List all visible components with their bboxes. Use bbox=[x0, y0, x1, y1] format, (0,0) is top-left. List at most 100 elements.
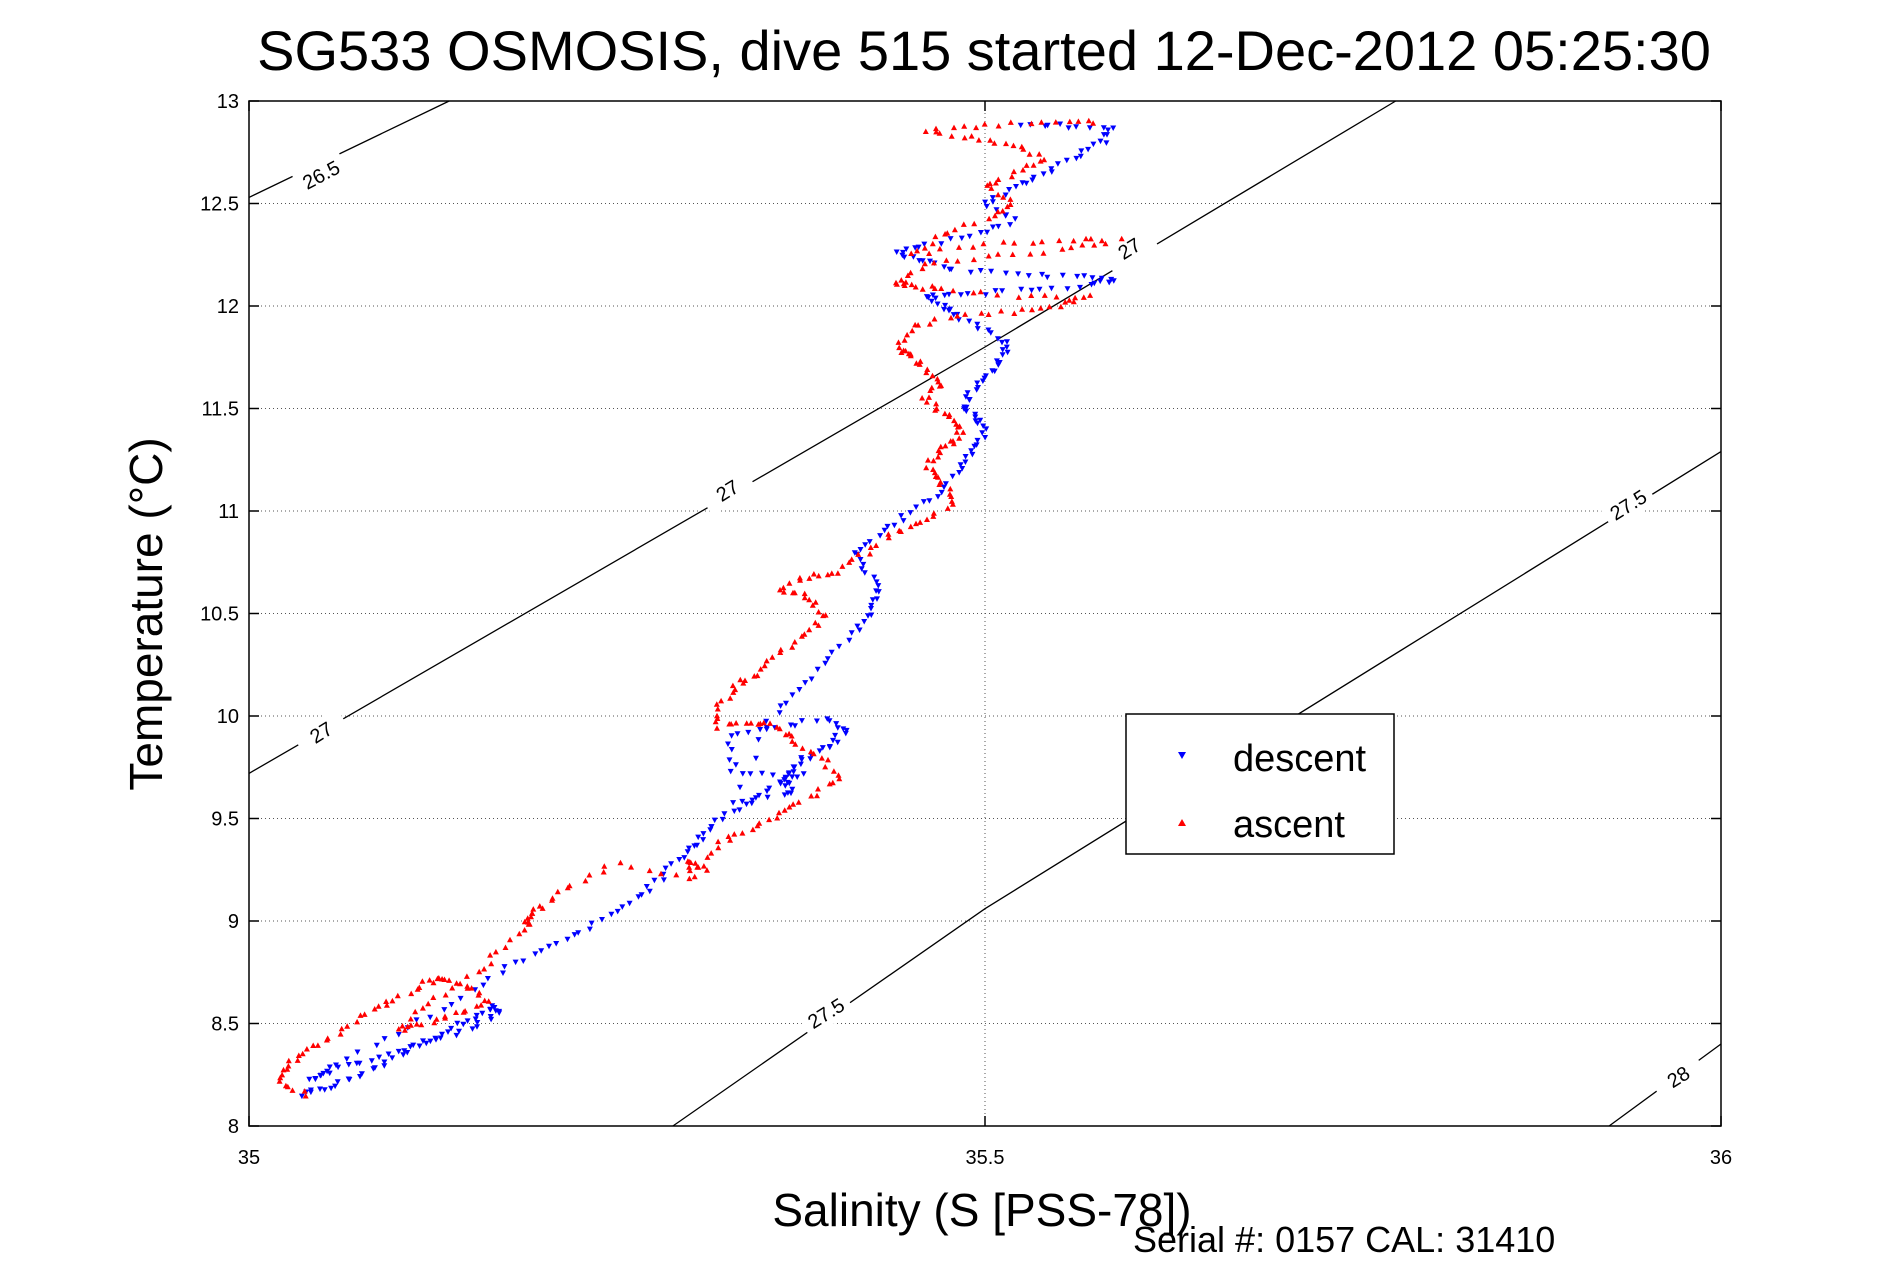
descent-point bbox=[749, 797, 756, 804]
descent-point bbox=[881, 527, 888, 534]
descent-point bbox=[474, 1024, 480, 1030]
ascent-point bbox=[995, 191, 1002, 198]
descent-point bbox=[1023, 180, 1030, 187]
descent-point bbox=[1048, 166, 1055, 172]
descent-point bbox=[842, 730, 849, 737]
ascent-point bbox=[908, 281, 915, 288]
ascent-point bbox=[930, 457, 937, 464]
legend-ascent-marker bbox=[1178, 819, 1186, 826]
ascent-point bbox=[801, 631, 808, 637]
descent-point bbox=[861, 619, 868, 625]
ascent-point bbox=[276, 1078, 283, 1084]
ascent-point bbox=[1011, 310, 1018, 316]
ascent-point bbox=[289, 1087, 296, 1093]
ascent-point bbox=[951, 417, 958, 424]
descent-point bbox=[730, 800, 737, 806]
ascent-point bbox=[995, 176, 1002, 182]
ascent-point bbox=[760, 719, 767, 726]
descent-point bbox=[726, 757, 733, 763]
ascent-point bbox=[780, 584, 787, 591]
descent-point bbox=[1030, 174, 1037, 181]
descent-point bbox=[833, 721, 840, 727]
ascent-point bbox=[731, 831, 738, 837]
ascent-point bbox=[919, 286, 926, 292]
y-tick-label: 8 bbox=[228, 1116, 239, 1138]
descent-point bbox=[989, 368, 996, 374]
descent-point bbox=[920, 499, 927, 505]
ascent-point bbox=[984, 182, 991, 188]
ascent-point bbox=[1019, 306, 1026, 312]
ascent-point bbox=[285, 1063, 292, 1069]
ascent-point bbox=[960, 221, 967, 227]
descent-point bbox=[848, 630, 855, 636]
descent-point bbox=[977, 417, 984, 424]
ascent-point bbox=[383, 1002, 390, 1008]
descent-point bbox=[635, 894, 642, 900]
ascent-point bbox=[1072, 294, 1079, 301]
descent-point bbox=[306, 1076, 313, 1083]
ascent-point bbox=[985, 311, 992, 317]
ascent-point bbox=[582, 877, 589, 884]
ascent-point bbox=[282, 1082, 289, 1089]
ascent-point bbox=[896, 527, 903, 534]
ascent-point bbox=[1070, 298, 1077, 305]
ascent-point bbox=[917, 358, 924, 364]
ascent-point bbox=[961, 134, 968, 141]
ascent-point bbox=[457, 980, 464, 987]
descent-point bbox=[473, 1012, 480, 1019]
contour-label-bg bbox=[1100, 223, 1159, 274]
y-tick-label: 8.5 bbox=[211, 1014, 239, 1036]
descent-point bbox=[834, 725, 841, 731]
descent-point bbox=[980, 423, 987, 429]
descent-point bbox=[1098, 275, 1105, 282]
ascent-point bbox=[686, 867, 693, 874]
ascent-point bbox=[960, 429, 967, 435]
descent-point bbox=[496, 1008, 503, 1015]
ascent-point bbox=[658, 870, 664, 877]
descent-point bbox=[731, 808, 738, 815]
descent-point bbox=[1036, 286, 1043, 293]
ascent-point bbox=[742, 677, 748, 683]
descent-point bbox=[915, 244, 922, 251]
descent-point bbox=[950, 312, 957, 318]
ascent-point bbox=[692, 860, 699, 866]
descent-point bbox=[777, 781, 784, 787]
ascent-point bbox=[846, 559, 853, 565]
descent-point bbox=[662, 865, 669, 872]
descent-point bbox=[832, 732, 839, 739]
ascent-point bbox=[1038, 238, 1045, 245]
ascent-point bbox=[951, 124, 957, 131]
descent-point bbox=[792, 723, 798, 729]
descent-point bbox=[453, 1032, 460, 1039]
descent-point bbox=[993, 207, 1000, 213]
descent-point bbox=[790, 769, 797, 775]
descent-point bbox=[298, 1093, 305, 1100]
descent-point bbox=[964, 291, 971, 297]
descent-point bbox=[769, 772, 776, 778]
ascent-point bbox=[1080, 294, 1087, 300]
ascent-point bbox=[301, 1088, 308, 1094]
descent-point bbox=[763, 725, 770, 731]
ascent-point bbox=[464, 985, 471, 991]
ascent-point bbox=[929, 240, 936, 247]
descent-point bbox=[982, 292, 989, 298]
ascent-point bbox=[978, 310, 985, 316]
ascent-point bbox=[1090, 120, 1097, 126]
ascent-point bbox=[279, 1071, 286, 1078]
descent-point bbox=[781, 792, 788, 798]
descent-point bbox=[966, 318, 973, 325]
ascent-point bbox=[1068, 244, 1075, 251]
descent-point bbox=[1078, 148, 1085, 154]
descent-point bbox=[1063, 157, 1070, 164]
ascent-point bbox=[344, 1023, 351, 1029]
ascent-point bbox=[441, 976, 448, 982]
descent-point bbox=[480, 982, 487, 989]
ascent-point bbox=[426, 977, 433, 983]
descent-point bbox=[808, 676, 815, 682]
descent-point bbox=[935, 494, 941, 500]
descent-point bbox=[1100, 125, 1107, 131]
descent-point bbox=[721, 811, 728, 817]
ascent-point bbox=[737, 676, 744, 683]
descent-point bbox=[700, 837, 707, 843]
descent-point bbox=[326, 1064, 333, 1070]
